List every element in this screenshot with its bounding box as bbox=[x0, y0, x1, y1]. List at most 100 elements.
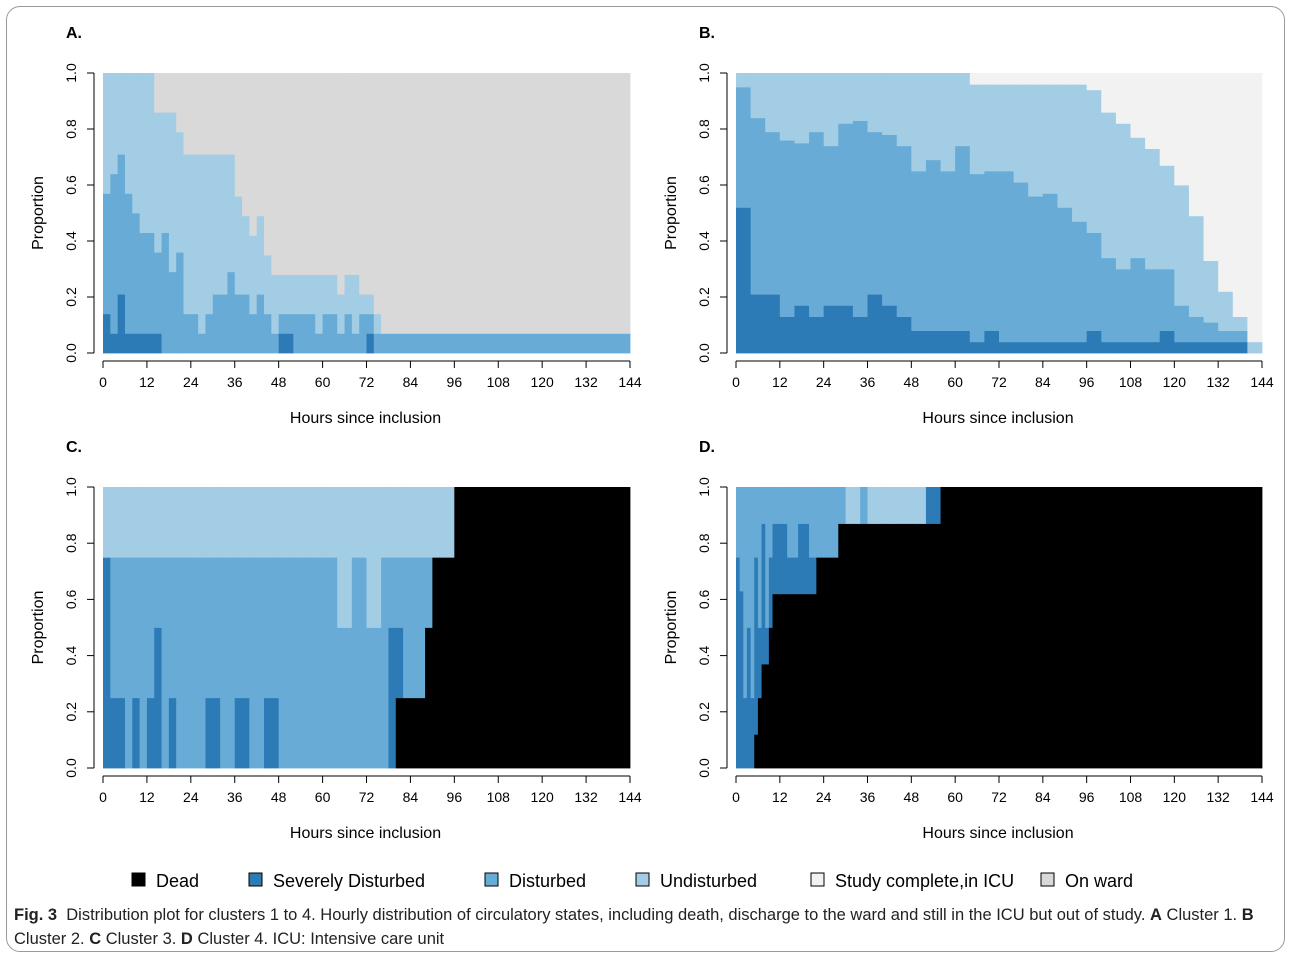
bar-disturbed bbox=[403, 557, 411, 699]
bar-disturbed bbox=[1145, 269, 1161, 343]
y-axis-label: Proportion bbox=[30, 591, 47, 665]
x-tick-label: 36 bbox=[227, 789, 243, 805]
bar-severely-disturbed bbox=[925, 487, 934, 524]
x-tick-label: 48 bbox=[271, 789, 287, 805]
legend-swatch-dead bbox=[131, 872, 146, 887]
bar-disturbed bbox=[860, 487, 868, 524]
bar-undisturbed bbox=[1247, 341, 1263, 354]
bar-undisturbed bbox=[403, 487, 411, 558]
bar-disturbed bbox=[809, 487, 817, 558]
x-tick-label: 132 bbox=[1206, 789, 1230, 805]
legend-label-severely-disturbed: Severely Disturbed bbox=[273, 871, 425, 891]
bar-on-ward bbox=[212, 73, 221, 155]
bar-severely-disturbed bbox=[736, 207, 752, 354]
bar-disturbed bbox=[103, 193, 111, 315]
bar-undisturbed bbox=[168, 487, 177, 558]
bar-severely-disturbed bbox=[823, 305, 839, 354]
bar-severely-disturbed bbox=[110, 333, 119, 354]
y-axis-label: Proportion bbox=[663, 591, 680, 665]
bar-dead bbox=[1042, 487, 1088, 769]
bar-study-complete-in-icu bbox=[1145, 73, 1161, 149]
panel-b: B. 0 12 24 36 48 60 72 84 96 108 120 132 144 Hours sin… bbox=[663, 25, 1274, 427]
bar-undisturbed bbox=[110, 487, 119, 558]
bar-severely-disturbed bbox=[1174, 341, 1190, 354]
x-tick-label: 12 bbox=[772, 789, 788, 805]
bar-severely-disturbed bbox=[103, 557, 111, 769]
bar-dead bbox=[896, 523, 912, 769]
bar-on-ward bbox=[183, 73, 192, 155]
y-tick-label: 0.6 bbox=[63, 175, 79, 195]
bar-disturbed bbox=[896, 145, 912, 317]
bar-severely-disturbed bbox=[882, 305, 898, 354]
bar-dead bbox=[860, 523, 868, 769]
figure-caption: Fig. 3 Distribution plot for clusters 1 … bbox=[14, 903, 1276, 951]
x-tick-label: 0 bbox=[99, 789, 107, 805]
bar-undisturbed bbox=[1042, 84, 1058, 194]
bar-undisturbed bbox=[925, 73, 941, 161]
y-tick-label: 1.0 bbox=[63, 477, 79, 497]
bar-undisturbed bbox=[940, 73, 956, 172]
bar-disturbed bbox=[373, 333, 382, 354]
bar-undisturbed bbox=[395, 487, 404, 558]
y-tick-label: 0.4 bbox=[63, 231, 79, 251]
bar-disturbed bbox=[168, 271, 177, 354]
bar-on-ward bbox=[227, 73, 236, 155]
x-tick-label: 24 bbox=[183, 374, 199, 390]
bar-disturbed bbox=[852, 120, 868, 317]
bar-dead bbox=[1247, 487, 1263, 769]
bar-disturbed bbox=[300, 313, 309, 354]
bar-severely-disturbed bbox=[984, 330, 1000, 354]
bar-disturbed bbox=[381, 557, 389, 769]
x-tick-label: 24 bbox=[183, 789, 199, 805]
bar-severely-disturbed bbox=[132, 333, 140, 354]
legend-label-study-complete-in-icu: Study complete,in ICU bbox=[835, 871, 1014, 891]
bar-undisturbed bbox=[264, 487, 280, 558]
bar-disturbed bbox=[322, 313, 331, 354]
bar-on-ward bbox=[161, 73, 170, 113]
caption-text: Distribution plot for clusters 1 to 4. H… bbox=[66, 906, 1146, 924]
bar-disturbed bbox=[1101, 257, 1117, 343]
bar-disturbed bbox=[779, 140, 795, 317]
bar-study-complete-in-icu bbox=[969, 73, 985, 85]
bar-undisturbed bbox=[315, 274, 323, 334]
bar-disturbed bbox=[410, 557, 419, 699]
bar-undisturbed bbox=[425, 487, 433, 558]
bar-undisturbed bbox=[366, 487, 382, 628]
bar-study-complete-in-icu bbox=[1130, 73, 1146, 138]
bar-dead bbox=[838, 523, 846, 769]
bar-undisturbed bbox=[205, 487, 221, 558]
bar-disturbed bbox=[256, 294, 265, 354]
bar-study-complete-in-icu bbox=[1013, 73, 1029, 85]
bar-disturbed bbox=[776, 487, 788, 524]
bar-undisturbed bbox=[117, 73, 126, 155]
bar-study-complete-in-icu bbox=[1232, 73, 1248, 317]
bar-severely-disturbed bbox=[103, 313, 111, 354]
x-tick-label: 108 bbox=[487, 374, 511, 390]
bar-undisturbed bbox=[882, 73, 898, 135]
bar-severely-disturbed bbox=[146, 333, 155, 354]
bar-dead bbox=[432, 557, 441, 769]
y-tick-label: 0.2 bbox=[63, 287, 79, 307]
bar-undisturbed bbox=[212, 154, 221, 295]
bar-dead bbox=[586, 487, 616, 769]
bar-severely-disturbed bbox=[1115, 341, 1131, 354]
bar-study-complete-in-icu bbox=[1028, 73, 1044, 85]
bar-undisturbed bbox=[896, 487, 912, 524]
bar-disturbed bbox=[1174, 305, 1190, 343]
bar-on-ward bbox=[351, 73, 360, 275]
bar-severely-disturbed bbox=[776, 523, 788, 595]
bar-disturbed bbox=[359, 313, 367, 354]
y-axis-label: Proportion bbox=[663, 176, 680, 250]
bar-disturbed bbox=[739, 487, 744, 592]
bar-dead bbox=[1218, 487, 1248, 769]
bar-study-complete-in-icu bbox=[1203, 73, 1219, 261]
bar-dead bbox=[395, 697, 404, 769]
bar-disturbed bbox=[823, 145, 839, 306]
bar-severely-disturbed bbox=[779, 316, 795, 354]
bar-dead bbox=[754, 734, 759, 769]
bar-disturbed bbox=[329, 313, 338, 354]
bar-disturbed bbox=[1159, 269, 1175, 331]
bar-disturbed bbox=[271, 333, 280, 354]
bar-undisturbed bbox=[278, 274, 287, 315]
